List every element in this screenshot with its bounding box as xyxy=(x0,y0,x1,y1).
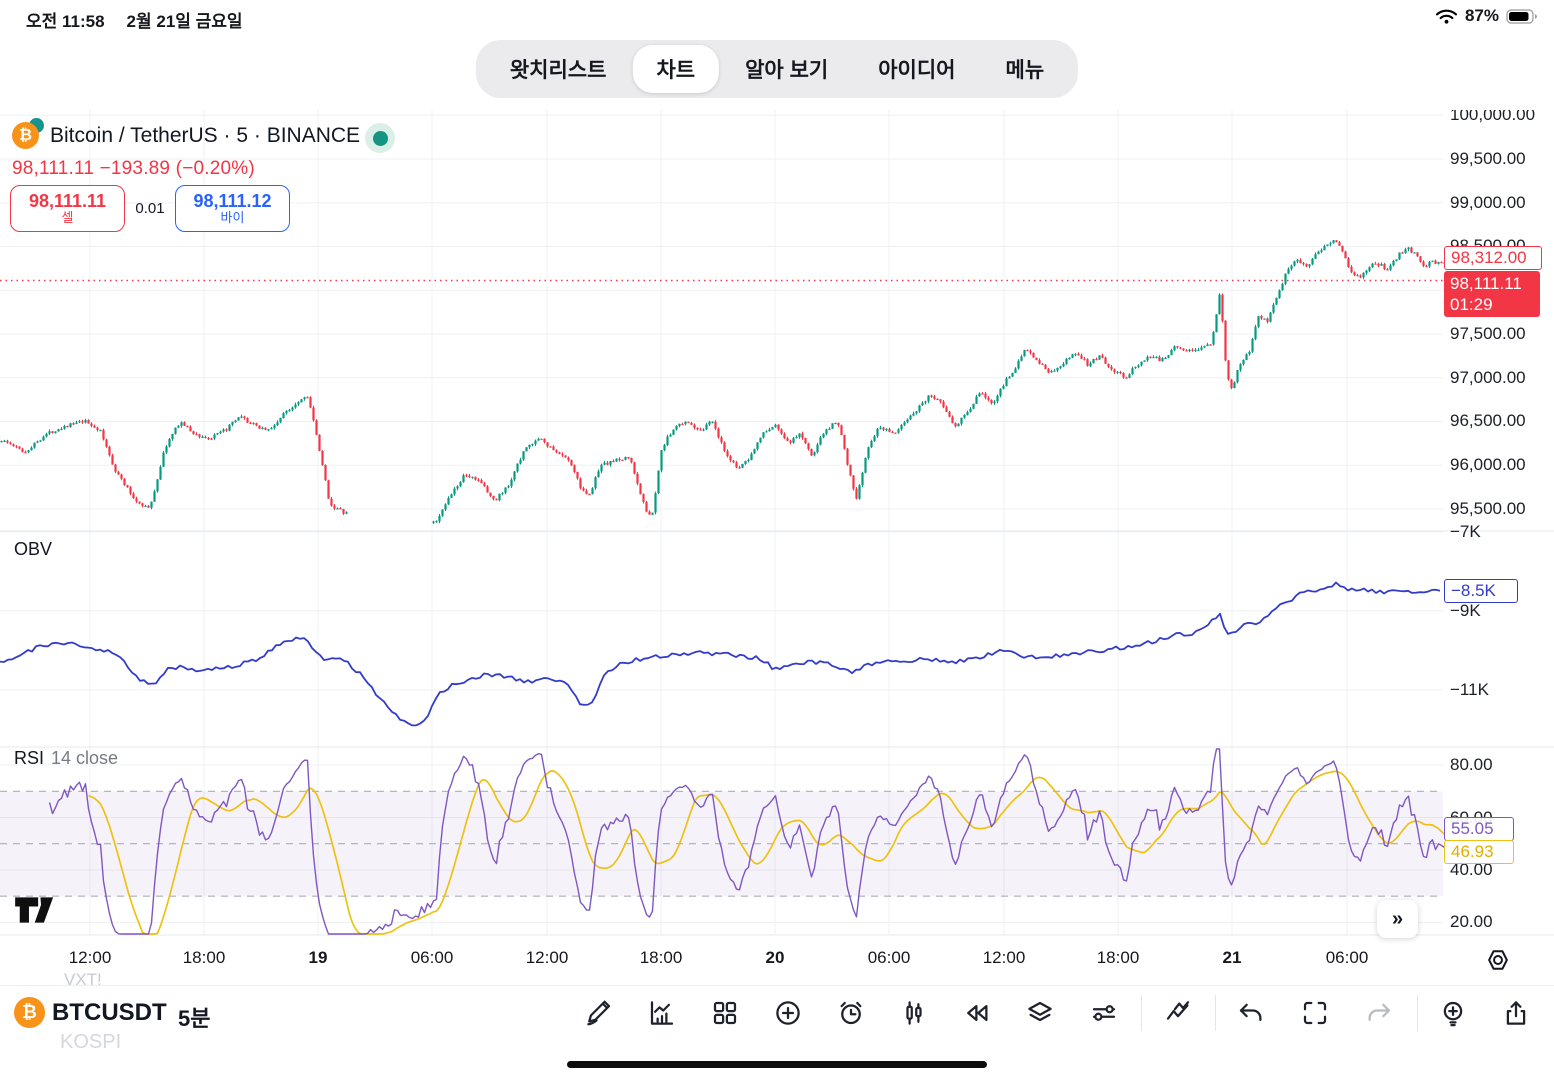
battery-percent: 87% xyxy=(1464,6,1499,25)
price-change-row: 98,111.11 −193.89 (−0.20%) xyxy=(12,158,255,180)
settings-icon[interactable] xyxy=(1086,995,1122,1031)
bar-type-icon[interactable] xyxy=(896,995,932,1031)
time-tick-label: 20 xyxy=(765,948,785,967)
time-tick-label: 12:00 xyxy=(68,948,112,967)
rsi-title-text: RSI xyxy=(14,748,45,768)
rsi-ma-value-label: 46.93 xyxy=(1444,840,1514,864)
axis-gear-icon[interactable] xyxy=(1484,946,1512,974)
time-tick-label: 18:00 xyxy=(639,948,683,967)
battery-icon xyxy=(1506,8,1537,24)
fullscreen-icon[interactable] xyxy=(1297,995,1333,1031)
market-status-icon[interactable] xyxy=(365,123,395,153)
rsi-params-text: 14 close xyxy=(51,748,119,768)
home-indicator[interactable] xyxy=(567,1061,987,1068)
draw-icon[interactable] xyxy=(581,995,617,1031)
interval-picker[interactable]: 5분 xyxy=(178,1006,211,1031)
bar-countdown: 01:29 xyxy=(1450,295,1493,314)
redo-icon[interactable] xyxy=(1361,995,1397,1031)
bitcoin-logo-icon: ₿ xyxy=(12,118,44,149)
tab-menu[interactable]: 메뉴 xyxy=(1005,59,1045,82)
indicators-icon[interactable] xyxy=(644,995,680,1031)
rsi-value-label: 55.05 xyxy=(1444,817,1514,841)
spread-value: 0.01 xyxy=(135,200,165,217)
rsi-pane-title[interactable]: RSI 14 close xyxy=(14,748,118,769)
symbol-picker[interactable]: BTCUSDT xyxy=(52,999,167,1026)
buy-button[interactable]: 98,111.12 바이 xyxy=(175,185,290,232)
ask-price-label: 98,312.00 xyxy=(1444,246,1542,270)
last-price-label: 98,111.11 01:29 xyxy=(1444,271,1540,317)
symbol-wheel-below: KOSPI xyxy=(60,1031,122,1053)
toolbar-group-divider xyxy=(1141,995,1142,1031)
symbol-header[interactable]: ₿ Bitcoin / TetherUS · 5 · BINANCE xyxy=(12,118,361,149)
top-nav-tabs: 왓치리스트 차트 알아 보기 아이디어 메뉴 xyxy=(475,40,1079,98)
drawings-icon[interactable] xyxy=(1160,995,1196,1031)
add-icon[interactable] xyxy=(770,995,806,1031)
layout-icon[interactable] xyxy=(707,995,743,1031)
sell-button[interactable]: 98,111.11 셀 xyxy=(10,185,125,232)
time-tick-label: 06:00 xyxy=(1325,948,1369,967)
status-bar-left: 오전 11:58 2월 21일 금요일 xyxy=(26,7,243,32)
tab-chart[interactable]: 차트 xyxy=(632,45,720,93)
time-tick-label: 18:00 xyxy=(1096,948,1140,967)
date: 2월 21일 금요일 xyxy=(126,12,243,31)
wifi-icon xyxy=(1435,9,1458,24)
time-tick-label: 21 xyxy=(1222,948,1242,967)
trade-buttons: 98,111.11 셀 0.01 98,111.12 바이 xyxy=(10,185,290,232)
price-change: −193.89 (−0.20%) xyxy=(99,158,255,179)
time-tick-label: 19 xyxy=(308,948,328,967)
toolbar-group-divider xyxy=(1215,995,1216,1031)
time-tick-label: 06:00 xyxy=(867,948,911,967)
tab-ideas[interactable]: 아이디어 xyxy=(878,59,956,82)
undo-icon[interactable] xyxy=(1233,995,1269,1031)
time-tick-label: 18:00 xyxy=(182,948,226,967)
last-price-value: 98,111.11 xyxy=(1450,274,1522,293)
alert-icon[interactable] xyxy=(833,995,869,1031)
replay-icon[interactable] xyxy=(959,995,995,1031)
time-tick-label: 12:00 xyxy=(982,948,1026,967)
layers-icon[interactable] xyxy=(1022,995,1058,1031)
maximize-pane-button[interactable]: » xyxy=(1377,900,1418,938)
obv-value-label: −8.5K xyxy=(1444,579,1518,603)
clock: 오전 11:58 xyxy=(26,12,105,31)
status-bar-right: 87% xyxy=(1435,6,1538,26)
time-tick-label: 12:00 xyxy=(525,948,569,967)
toolbar-group-divider xyxy=(1417,995,1418,1031)
toolbar-divider xyxy=(0,985,1554,986)
obv-pane-title[interactable]: OBV xyxy=(14,539,53,559)
symbol-title[interactable]: Bitcoin / TetherUS · 5 · BINANCE xyxy=(50,123,361,147)
btc-coin-icon: ₿ xyxy=(14,997,45,1028)
share-icon[interactable] xyxy=(1498,995,1534,1031)
ideas-icon[interactable] xyxy=(1435,995,1471,1031)
time-tick-label: 06:00 xyxy=(410,948,454,967)
tradingview-logo[interactable] xyxy=(14,896,60,924)
tab-explore[interactable]: 알아 보기 xyxy=(745,59,829,82)
tab-watchlist[interactable]: 왓치리스트 xyxy=(509,59,607,82)
last-price: 98,111.11 xyxy=(12,158,95,179)
symbol-wheel-above: VXT! xyxy=(64,970,102,989)
